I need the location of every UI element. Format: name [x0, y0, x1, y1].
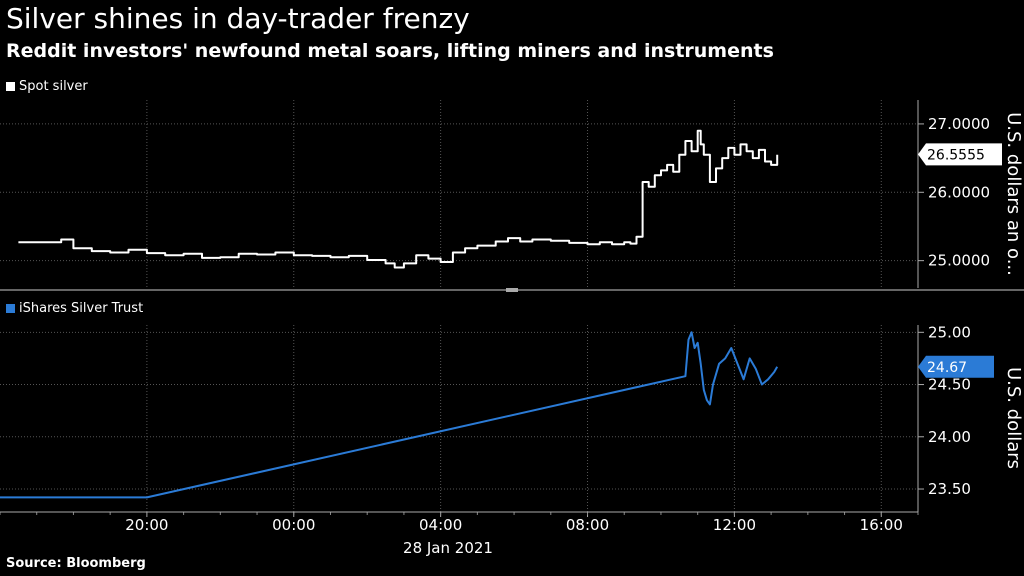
y-axis-title: U.S. dollars an o... [1003, 112, 1024, 276]
last-value-label: 26.5555 [927, 147, 985, 163]
last-value-tag: 24.67 [918, 355, 994, 378]
last-value-box [918, 355, 994, 378]
legend-swatch-slv [6, 304, 15, 313]
source-note: Source: Bloomberg [6, 556, 146, 571]
legend-slv: iShares Silver Trust [6, 301, 143, 316]
last-value-box [918, 143, 1002, 166]
x-date-label: 28 Jan 2021 [403, 539, 493, 557]
x-tick-label: 04:00 [419, 516, 462, 534]
last-value-tag: 26.5555 [918, 143, 1002, 166]
chart-title: Silver shines in day-trader frenzy [6, 2, 470, 35]
chart-subtitle: Reddit investors' newfound metal soars, … [6, 40, 774, 62]
x-tick-label: 08:00 [566, 516, 609, 534]
legend-label-slv: iShares Silver Trust [19, 301, 144, 316]
x-tick-label: 00:00 [272, 516, 315, 534]
last-value-label: 24.67 [927, 360, 967, 376]
y-tick-label: 23.50 [928, 480, 971, 498]
legend-spot-silver: Spot silver [6, 79, 88, 94]
y-tick-label: 24.00 [928, 428, 971, 446]
y-axis-title: U.S. dollars [1003, 367, 1024, 469]
panel-resize-handle [506, 288, 518, 292]
spot-silver-line [18, 129, 779, 269]
x-tick-label: 16:00 [860, 516, 903, 534]
x-tick-label: 12:00 [713, 516, 756, 534]
slv-line [0, 331, 779, 499]
y-tick-label: 25.00 [928, 323, 971, 341]
y-tick-label: 27.0000 [928, 115, 990, 133]
legend-label-spot-silver: Spot silver [19, 79, 88, 94]
y-tick-label: 24.50 [928, 376, 971, 394]
x-tick-label: 20:00 [125, 516, 168, 534]
y-tick-label: 25.0000 [928, 252, 990, 270]
y-tick-label: 26.0000 [928, 183, 990, 201]
legend-swatch-spot-silver [6, 82, 15, 91]
